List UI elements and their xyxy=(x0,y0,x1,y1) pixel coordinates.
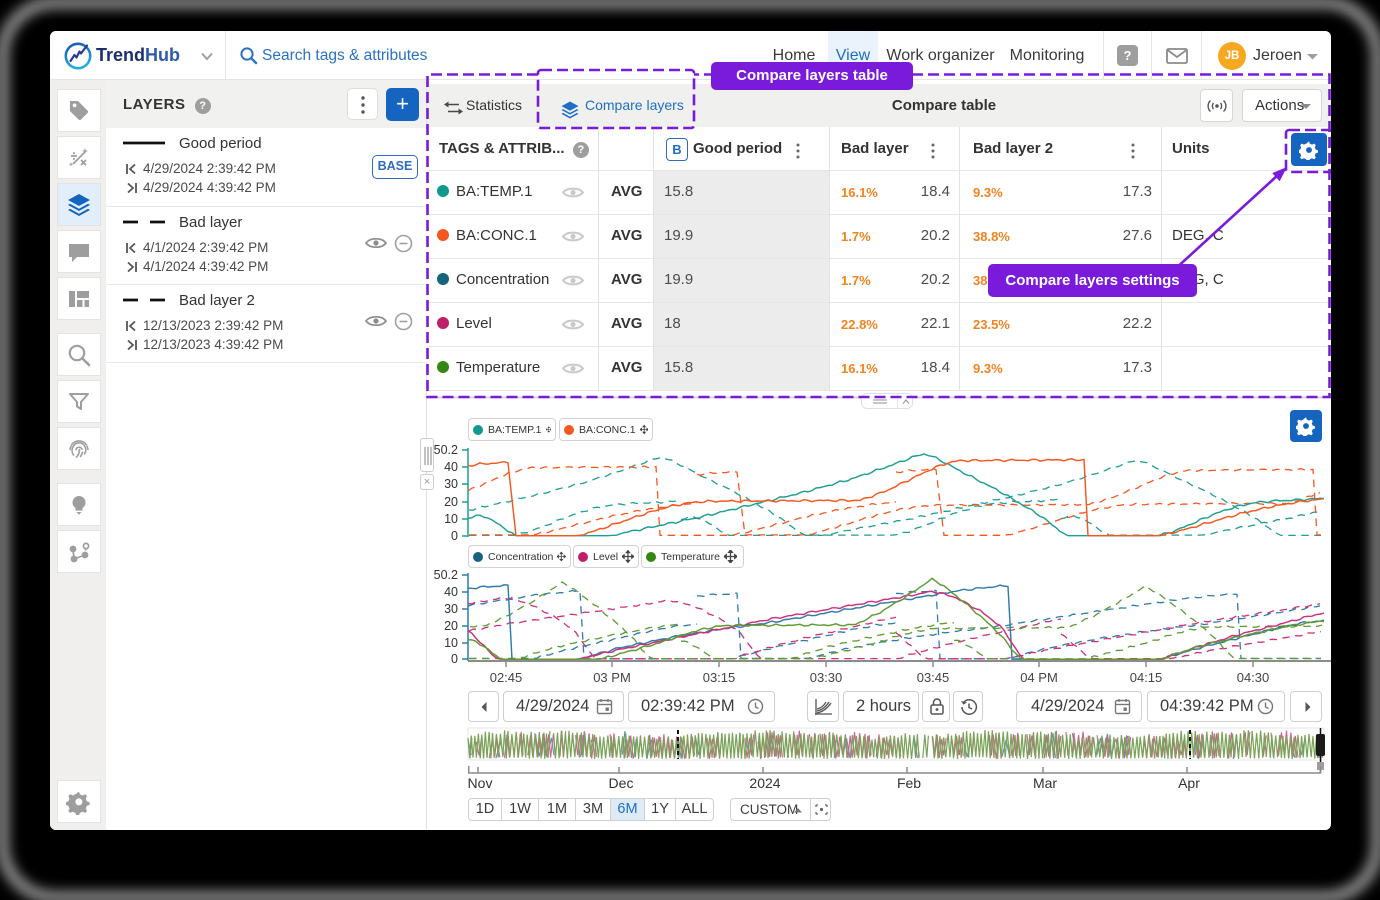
svg-text:03:30: 03:30 xyxy=(810,670,843,685)
svg-text:Nov: Nov xyxy=(468,775,493,791)
svg-text:10: 10 xyxy=(444,636,458,650)
svg-text:04 PM: 04 PM xyxy=(1020,670,1058,685)
svg-text:40: 40 xyxy=(444,585,458,599)
svg-text:40: 40 xyxy=(444,460,458,474)
svg-text:03:45: 03:45 xyxy=(917,670,950,685)
svg-text:02:45: 02:45 xyxy=(490,670,523,685)
svg-text:0: 0 xyxy=(451,529,458,543)
svg-text:10: 10 xyxy=(444,512,458,526)
svg-text:50.2: 50.2 xyxy=(434,568,458,582)
svg-text:03 PM: 03 PM xyxy=(593,670,631,685)
svg-text:30: 30 xyxy=(444,477,458,491)
svg-text:50.2: 50.2 xyxy=(434,443,458,457)
svg-text:04:30: 04:30 xyxy=(1237,670,1270,685)
svg-text:20: 20 xyxy=(444,619,458,633)
svg-text:03:15: 03:15 xyxy=(703,670,736,685)
svg-text:20: 20 xyxy=(444,495,458,509)
svg-text:Feb: Feb xyxy=(897,775,921,791)
svg-text:04:15: 04:15 xyxy=(1130,670,1163,685)
svg-text:2024: 2024 xyxy=(749,775,780,791)
svg-text:Dec: Dec xyxy=(609,775,634,791)
svg-text:0: 0 xyxy=(451,652,458,666)
svg-text:Mar: Mar xyxy=(1033,775,1057,791)
svg-text:Apr: Apr xyxy=(1178,775,1200,791)
svg-text:30: 30 xyxy=(444,602,458,616)
